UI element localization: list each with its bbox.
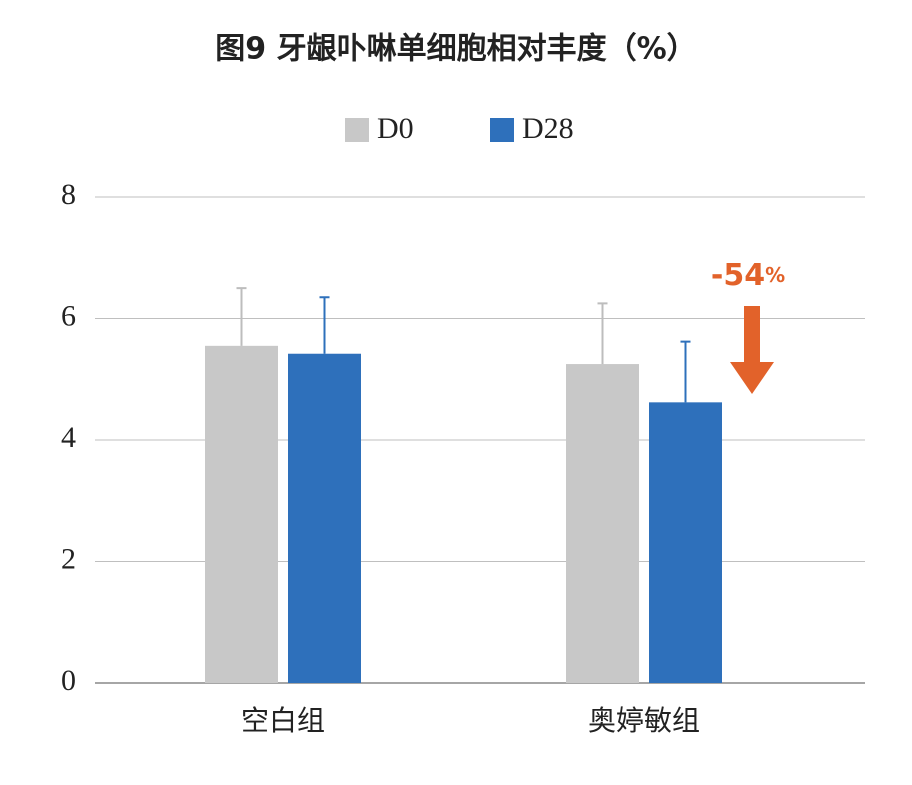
bar — [566, 364, 639, 683]
error-bar — [236, 287, 247, 346]
annotation-value: -54 — [711, 258, 765, 293]
annotation-unit: % — [765, 263, 785, 287]
y-tick-label: 8 — [61, 178, 76, 211]
annotation-arrow — [730, 306, 774, 394]
legend-label: D28 — [522, 112, 574, 145]
annotation: -54% — [711, 258, 785, 293]
y-tick-label: 0 — [61, 664, 76, 697]
error-bar — [319, 296, 330, 354]
legend-swatch — [490, 118, 514, 142]
error-bar — [597, 302, 608, 365]
bar — [205, 345, 278, 683]
bar — [649, 402, 722, 683]
x-tick-label: 奥婷敏组 — [588, 704, 700, 737]
y-tick-label: 6 — [61, 299, 76, 332]
y-tick-label: 2 — [61, 542, 76, 575]
x-tick-label: 空白组 — [241, 704, 325, 737]
y-tick-label: 4 — [61, 421, 76, 454]
legend-swatch — [345, 118, 369, 142]
chart-title: 图9 牙龈卟啉单细胞相对丰度（%） — [215, 32, 696, 67]
bar — [288, 353, 361, 683]
error-bar — [680, 340, 691, 403]
legend-label: D0 — [377, 112, 414, 145]
